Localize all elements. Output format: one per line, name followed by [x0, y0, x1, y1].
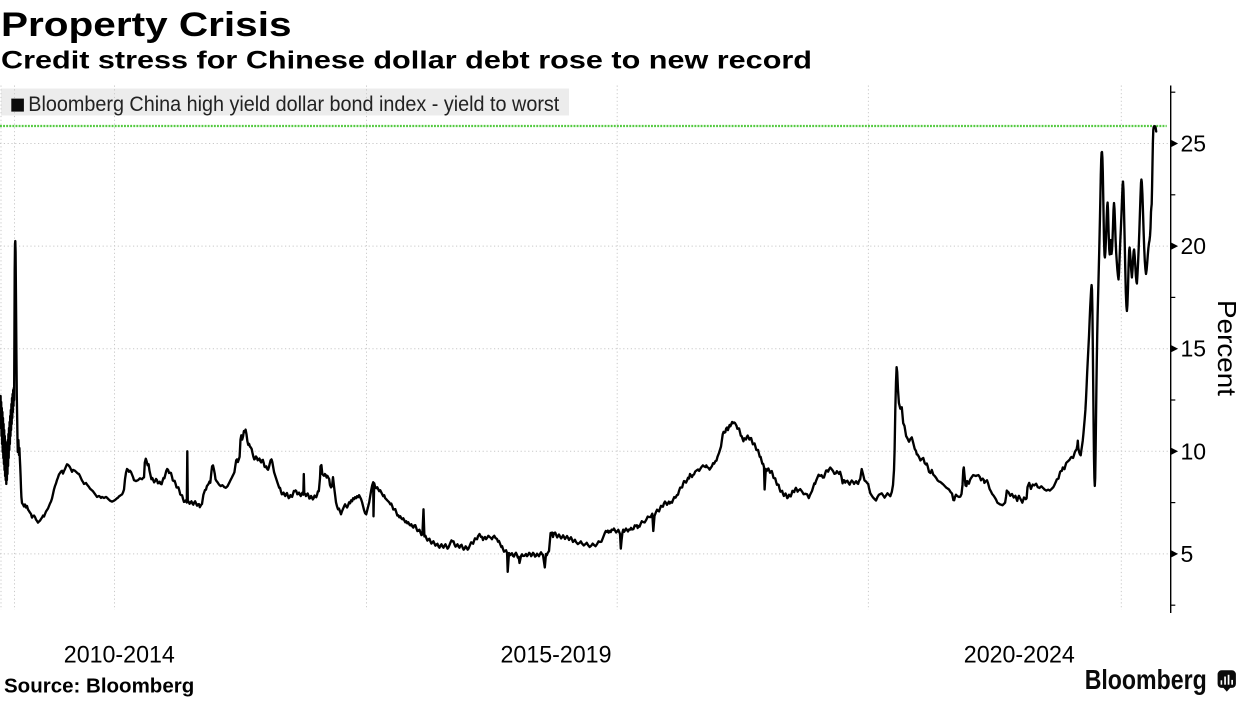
svg-text:2010-2014: 2010-2014: [64, 642, 175, 669]
svg-text:25: 25: [1181, 131, 1207, 157]
svg-text:2020-2024: 2020-2024: [964, 642, 1075, 669]
svg-text:10: 10: [1181, 438, 1207, 464]
svg-text:2015-2019: 2015-2019: [501, 642, 612, 669]
svg-text:Percent: Percent: [1212, 300, 1240, 397]
svg-text:Credit stress for Chinese doll: Credit stress for Chinese dollar debt ro…: [1, 47, 812, 75]
svg-text:Property Crisis: Property Crisis: [1, 6, 292, 44]
svg-text:20: 20: [1181, 233, 1207, 259]
svg-text:Bloomberg: Bloomberg: [1085, 664, 1207, 695]
svg-text:Bloomberg China high yield dol: Bloomberg China high yield dollar bond i…: [28, 93, 559, 116]
svg-text:15: 15: [1181, 336, 1207, 362]
svg-text:Source: Bloomberg: Source: Bloomberg: [4, 675, 194, 698]
svg-text:5: 5: [1181, 541, 1194, 567]
